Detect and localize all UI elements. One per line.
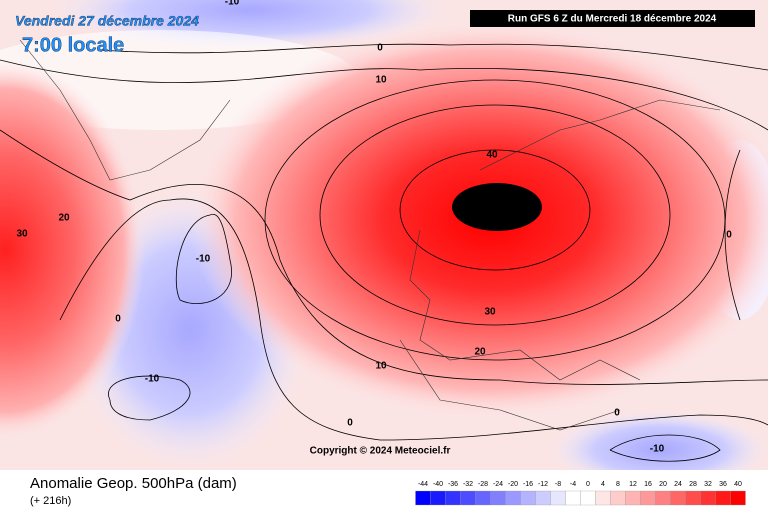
legend-label: -12 — [538, 481, 548, 488]
legend-label: -32 — [463, 481, 473, 488]
run-box — [470, 10, 755, 27]
lead-time: (+ 216h) — [30, 495, 71, 507]
legend-label: -40 — [433, 481, 443, 488]
contour-label: 40 — [486, 150, 498, 161]
legend-label: 4 — [601, 481, 605, 488]
legend-swatch — [595, 490, 611, 506]
legend-swatch — [685, 490, 701, 506]
legend-swatch — [700, 490, 716, 506]
legend-swatch — [505, 490, 521, 506]
legend-swatch — [715, 490, 731, 506]
legend-swatch — [610, 490, 626, 506]
contour-label: 30 — [484, 307, 496, 318]
legend-label: -24 — [493, 481, 503, 488]
legend-swatch — [520, 490, 536, 506]
legend-label: 12 — [629, 481, 637, 488]
legend-swatch — [460, 490, 476, 506]
legend-swatch — [655, 490, 671, 506]
legend-swatch — [475, 490, 491, 506]
contour-label: 10 — [375, 361, 387, 372]
contour-label: 30 — [16, 229, 28, 240]
legend-label: -28 — [478, 481, 488, 488]
legend-swatch — [565, 490, 581, 506]
contour-label: -10 — [225, 0, 240, 8]
legend-swatch — [640, 490, 656, 506]
high-area — [0, 60, 145, 440]
contour-label: -10 — [650, 444, 665, 455]
legend-label: 20 — [659, 481, 667, 488]
contour-labels: -10 0 10 40 20 30 -10 0 30 20 10 -10 0 0 -10 0 — [16, 0, 732, 455]
legend-label: 8 — [616, 481, 620, 488]
low-area — [550, 410, 768, 490]
legend: -44 -40 -36 -32 -28 -24 -20 -16 -12 -8 -4 0 4 8 12 16 20… — [415, 481, 746, 506]
legend-label: -20 — [508, 481, 518, 488]
legend-swatch — [550, 490, 566, 506]
legend-label: -44 — [418, 481, 428, 488]
legend-swatch — [490, 490, 506, 506]
contours — [0, 43, 768, 462]
legend-label: 32 — [704, 481, 712, 488]
legend-label: 28 — [689, 481, 697, 488]
contour-label: 10 — [375, 75, 387, 86]
contour-label: 20 — [58, 213, 70, 224]
core — [452, 183, 542, 231]
legend-label: -4 — [570, 481, 576, 488]
contour-label: -10 — [196, 254, 211, 265]
contour-label: 0 — [115, 314, 121, 325]
legend-label: 0 — [586, 481, 590, 488]
legend-label: 24 — [674, 481, 682, 488]
legend-label: -36 — [448, 481, 458, 488]
contour-label: 20 — [474, 347, 486, 358]
legend-label: -8 — [555, 481, 561, 488]
time: 7:00 locale — [22, 34, 124, 56]
contour-label: 0 — [377, 43, 383, 54]
legend-swatch — [625, 490, 641, 506]
coastlines — [19, 39, 721, 431]
legend-swatch — [535, 490, 551, 506]
legend-swatch — [445, 490, 461, 506]
footer-title: Anomalie Geop. 500hPa (dam) — [30, 475, 237, 492]
map — [0, 0, 768, 490]
legend-label: -16 — [523, 481, 533, 488]
legend-label: 16 — [644, 481, 652, 488]
contour-label: 0 — [726, 230, 732, 241]
copyright: Copyright © 2024 Meteociel.fr — [310, 446, 451, 457]
legend-swatch — [415, 490, 431, 506]
legend-swatch — [430, 490, 446, 506]
contour-label: 0 — [614, 408, 620, 419]
legend-swatch — [730, 490, 746, 506]
legend-label: 36 — [719, 481, 727, 488]
legend-label: 40 — [734, 481, 742, 488]
contour-label: 0 — [347, 418, 353, 429]
legend-swatch — [580, 490, 596, 506]
date: Vendredi 27 décembre 2024 — [15, 13, 199, 29]
contour-label: -10 — [145, 374, 160, 385]
run-info: Run GFS 6 Z du Mercredi 18 décembre 2024 — [508, 14, 717, 25]
legend-swatch — [670, 490, 686, 506]
